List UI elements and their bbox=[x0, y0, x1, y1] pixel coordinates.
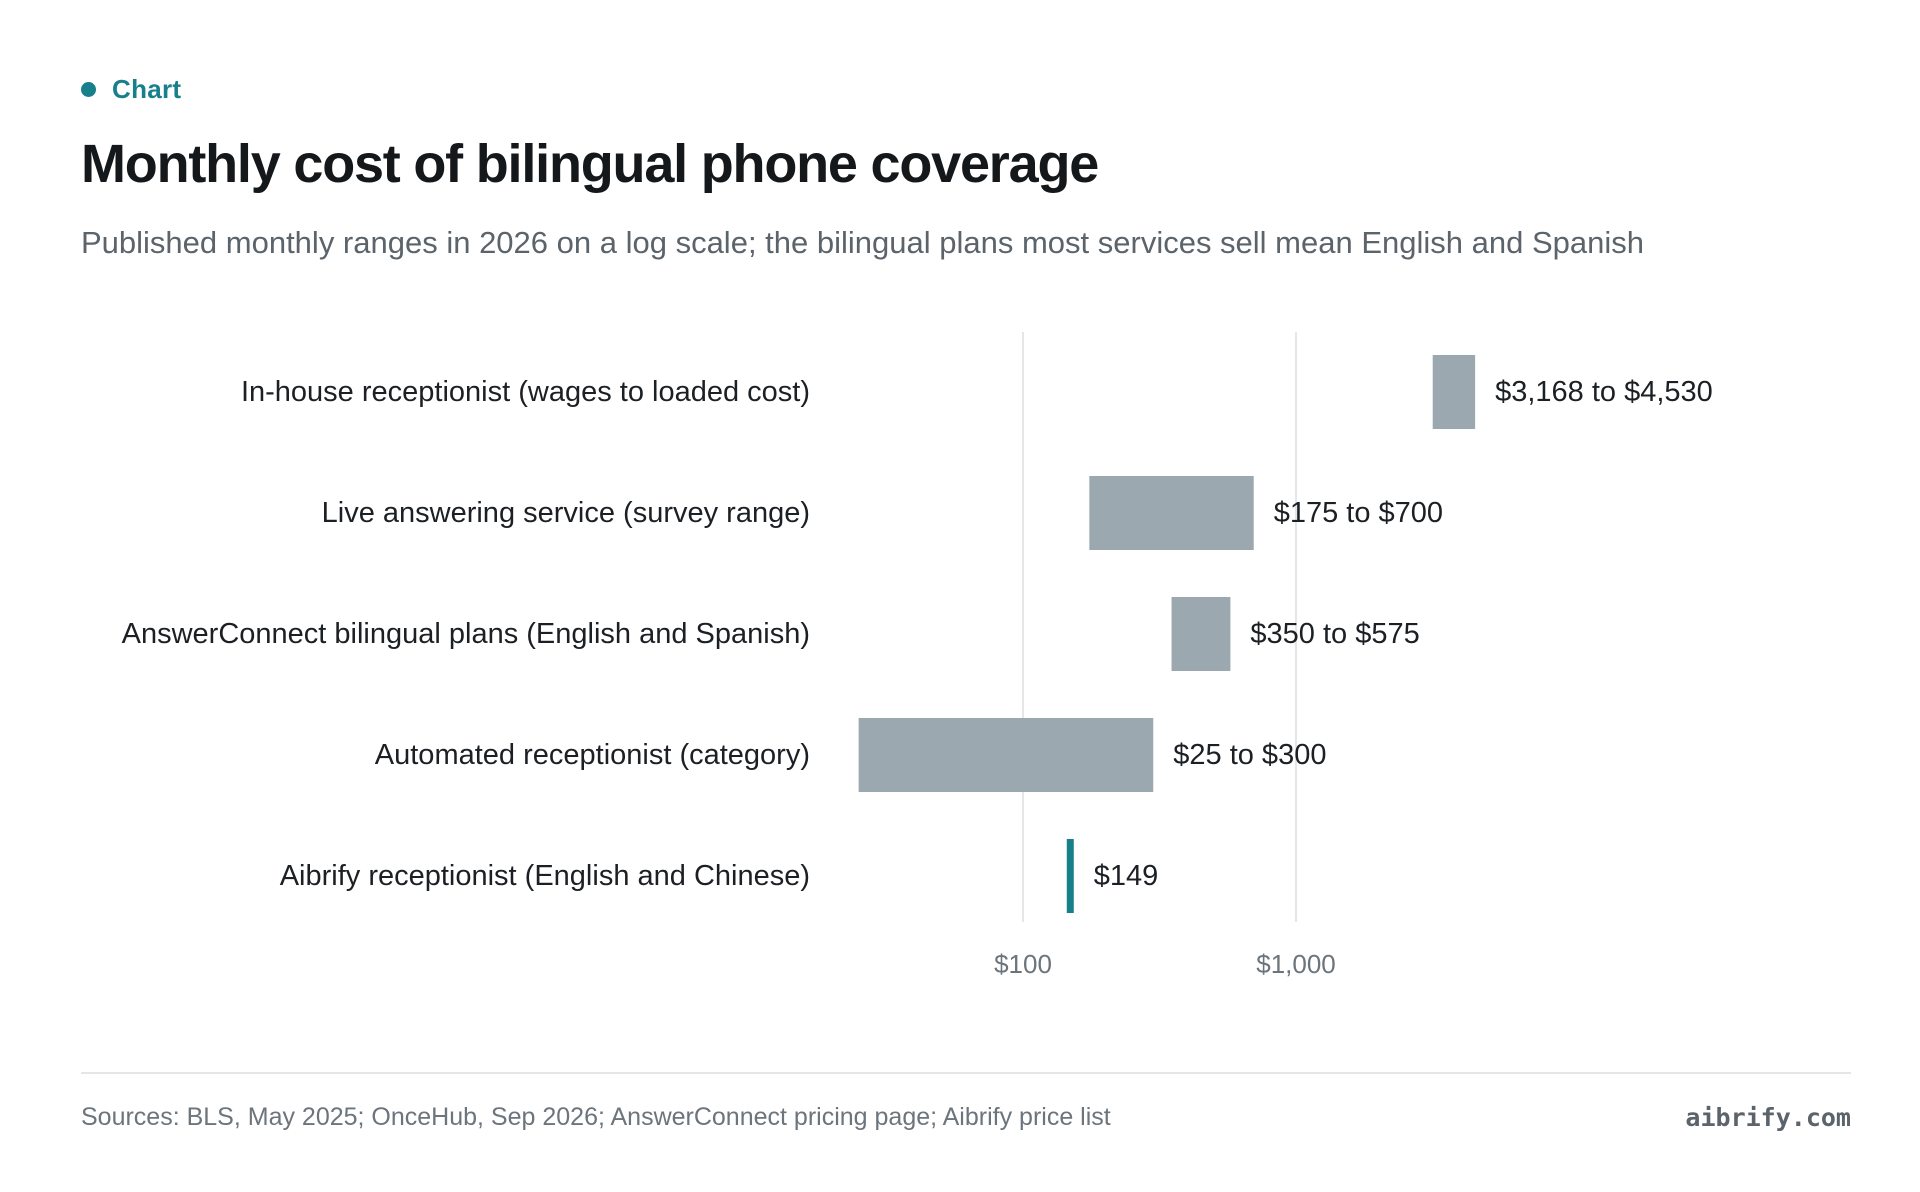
category-label: Automated receptionist (category) bbox=[375, 739, 810, 771]
category-label: AnswerConnect bilingual plans (English a… bbox=[122, 618, 810, 650]
range-bar-highlight bbox=[1066, 839, 1074, 913]
range-bar bbox=[1089, 476, 1254, 550]
category-label: In-house receptionist (wages to loaded c… bbox=[241, 376, 810, 408]
x-tick-label: $100 bbox=[994, 949, 1052, 979]
range-bar bbox=[1171, 597, 1231, 671]
category-label: Aibrify receptionist (English and Chines… bbox=[280, 860, 810, 892]
range-value-label: $25 to $300 bbox=[1173, 739, 1326, 771]
chart-eyebrow: Chart bbox=[81, 74, 181, 105]
eyebrow-dot-icon bbox=[81, 82, 96, 97]
range-bar bbox=[1432, 355, 1476, 429]
chart-title: Monthly cost of bilingual phone coverage bbox=[81, 134, 1099, 194]
range-value-label: $3,168 to $4,530 bbox=[1495, 376, 1713, 408]
range-value-label: $350 to $575 bbox=[1250, 618, 1419, 650]
eyebrow-label: Chart bbox=[112, 74, 182, 104]
range-value-label: $149 bbox=[1094, 860, 1159, 892]
x-tick-label: $1,000 bbox=[1256, 949, 1336, 979]
range-value-label: $175 to $700 bbox=[1274, 497, 1443, 529]
category-label: Live answering service (survey range) bbox=[322, 497, 810, 529]
brand-wordmark: aibrify.com bbox=[1685, 1103, 1851, 1132]
footer-divider bbox=[81, 1072, 1851, 1074]
range-bar bbox=[858, 718, 1154, 792]
chart-subtitle: Published monthly ranges in 2026 on a lo… bbox=[81, 225, 1644, 260]
sources-note: Sources: BLS, May 2025; OnceHub, Sep 202… bbox=[81, 1103, 1111, 1131]
range-chart: $100 $1,000 In-house receptionist (wages t… bbox=[122, 332, 1713, 979]
